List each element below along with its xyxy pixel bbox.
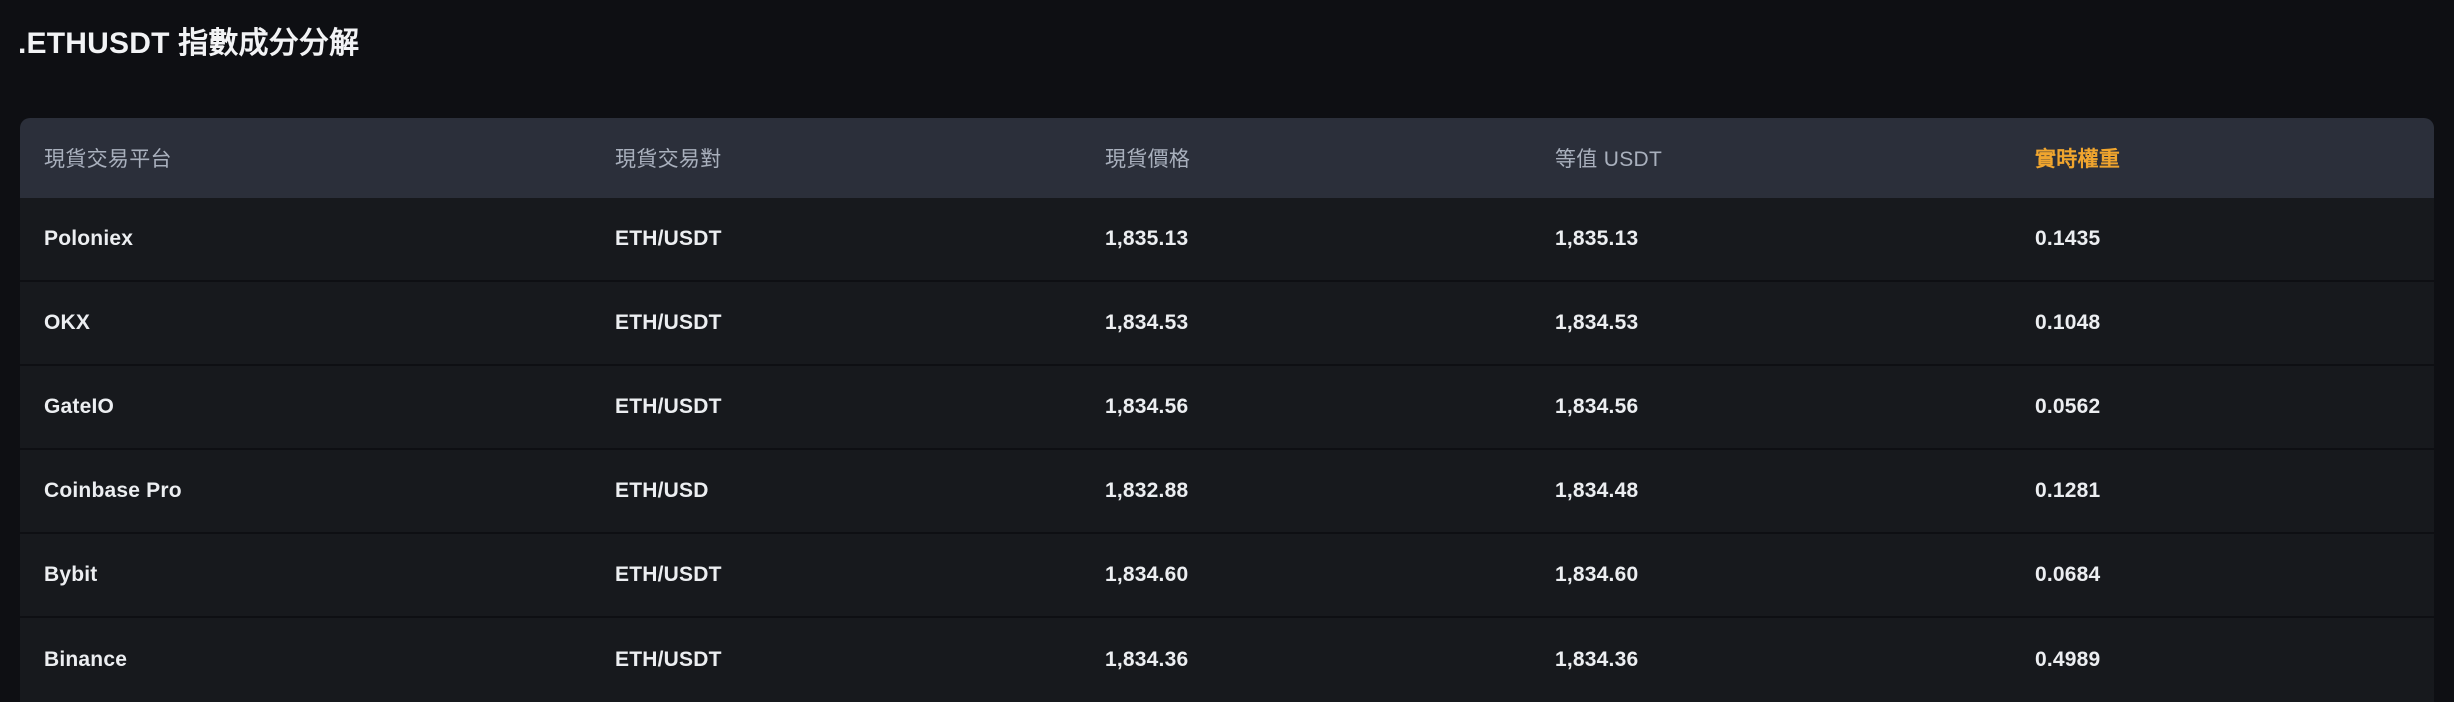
column-header-price[interactable]: 現貨價格 <box>1105 148 1191 171</box>
cell-price: 1,834.56 <box>1105 395 1189 418</box>
table-row[interactable]: GateIO ETH/USDT 1,834.56 1,834.56 0.0562 <box>20 366 2434 450</box>
cell-price: 1,834.53 <box>1105 311 1189 334</box>
cell-price: 1,834.36 <box>1105 648 1189 671</box>
cell-venue: Bybit <box>44 563 98 586</box>
cell-price: 1,834.60 <box>1105 563 1189 586</box>
cell-price: 1,832.88 <box>1105 479 1189 502</box>
table-row[interactable]: OKX ETH/USDT 1,834.53 1,834.53 0.1048 <box>20 282 2434 366</box>
index-composition-table: 現貨交易平台 現貨交易對 現貨價格 等值 USDT 實時權重 Poloniex … <box>20 118 2434 702</box>
cell-venue: Poloniex <box>44 227 134 250</box>
column-header-pair[interactable]: 現貨交易對 <box>615 148 722 171</box>
cell-venue: GateIO <box>44 395 115 418</box>
table-header-row: 現貨交易平台 現貨交易對 現貨價格 等值 USDT 實時權重 <box>20 118 2434 198</box>
cell-usdt: 1,835.13 <box>1555 227 1639 250</box>
cell-price: 1,835.13 <box>1105 227 1189 250</box>
column-header-realtime-weight[interactable]: 實時權重 <box>2035 148 2121 171</box>
page-title: .ETHUSDT 指數成分分解 <box>18 27 360 60</box>
cell-pair: ETH/USDT <box>615 395 722 418</box>
cell-pair: ETH/USDT <box>615 563 722 586</box>
cell-usdt: 1,834.56 <box>1555 395 1639 418</box>
cell-weight: 0.0684 <box>2035 563 2101 586</box>
cell-weight: 0.4989 <box>2035 648 2101 671</box>
cell-usdt: 1,834.53 <box>1555 311 1639 334</box>
table-row[interactable]: Coinbase Pro ETH/USD 1,832.88 1,834.48 0… <box>20 450 2434 534</box>
table-row[interactable]: Poloniex ETH/USDT 1,835.13 1,835.13 0.14… <box>20 198 2434 282</box>
cell-usdt: 1,834.60 <box>1555 563 1639 586</box>
cell-pair: ETH/USDT <box>615 227 722 250</box>
cell-venue: Binance <box>44 648 128 671</box>
cell-venue: Coinbase Pro <box>44 479 182 502</box>
cell-weight: 0.0562 <box>2035 395 2101 418</box>
table-row[interactable]: Bybit ETH/USDT 1,834.60 1,834.60 0.0684 <box>20 534 2434 618</box>
cell-weight: 0.1048 <box>2035 311 2101 334</box>
cell-weight: 0.1281 <box>2035 479 2101 502</box>
cell-usdt: 1,834.36 <box>1555 648 1639 671</box>
column-header-usdt-equivalent[interactable]: 等值 USDT <box>1555 148 1663 171</box>
cell-weight: 0.1435 <box>2035 227 2101 250</box>
cell-pair: ETH/USDT <box>615 311 722 334</box>
table-row[interactable]: Binance ETH/USDT 1,834.36 1,834.36 0.498… <box>20 618 2434 702</box>
cell-pair: ETH/USDT <box>615 648 722 671</box>
cell-venue: OKX <box>44 311 91 334</box>
cell-usdt: 1,834.48 <box>1555 479 1639 502</box>
cell-pair: ETH/USD <box>615 479 709 502</box>
column-header-venue[interactable]: 現貨交易平台 <box>44 148 172 171</box>
